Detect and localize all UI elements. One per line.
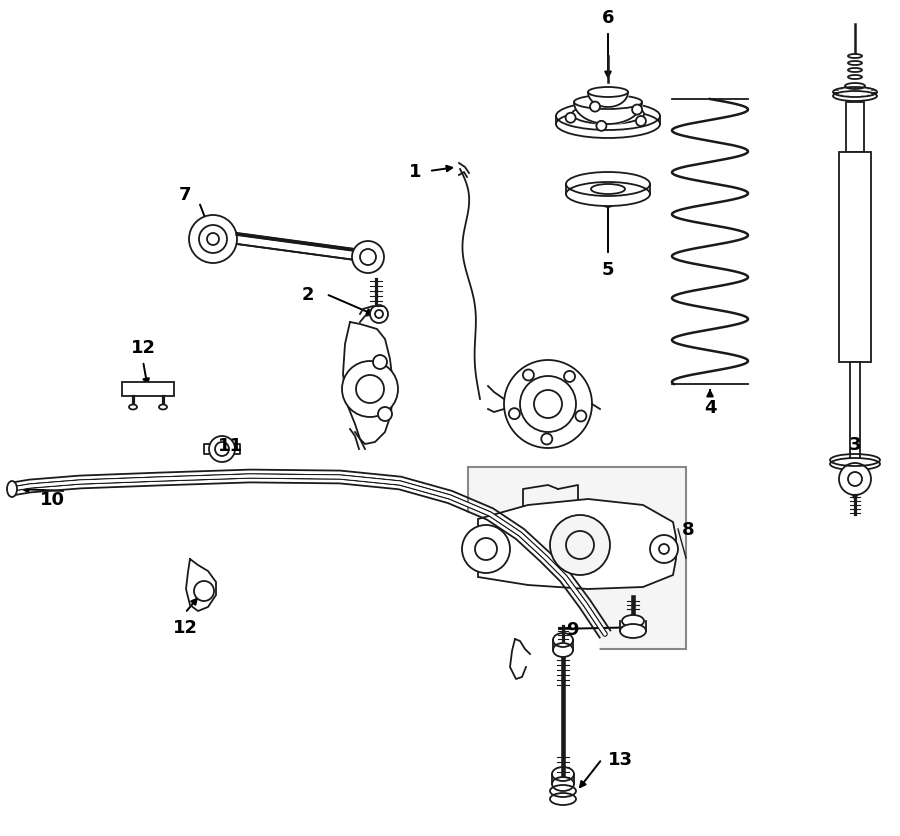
Text: 3: 3 [849, 436, 861, 453]
Ellipse shape [848, 62, 862, 66]
Circle shape [550, 515, 610, 575]
Ellipse shape [848, 69, 862, 73]
Circle shape [352, 242, 384, 273]
Circle shape [462, 525, 510, 573]
Ellipse shape [566, 183, 650, 206]
Circle shape [565, 114, 576, 124]
Ellipse shape [209, 436, 235, 462]
Circle shape [370, 306, 388, 324]
Text: 6: 6 [602, 9, 614, 27]
Bar [839, 153, 871, 363]
Bar [468, 467, 686, 650]
Ellipse shape [553, 643, 573, 657]
Ellipse shape [622, 615, 644, 627]
Bar [850, 363, 860, 462]
Ellipse shape [833, 92, 877, 102]
Ellipse shape [159, 405, 167, 410]
Ellipse shape [572, 104, 644, 125]
Circle shape [636, 117, 646, 127]
Text: 12: 12 [130, 339, 156, 357]
Circle shape [189, 216, 237, 263]
Ellipse shape [620, 624, 646, 638]
Polygon shape [478, 499, 676, 589]
Circle shape [523, 370, 534, 381]
Text: 7: 7 [179, 186, 192, 204]
Circle shape [564, 371, 575, 382]
Circle shape [597, 122, 607, 132]
Circle shape [378, 407, 392, 421]
Circle shape [194, 581, 214, 601]
Ellipse shape [215, 442, 229, 456]
Ellipse shape [550, 793, 576, 805]
Ellipse shape [848, 76, 862, 80]
Text: 2: 2 [302, 286, 314, 303]
Text: 12: 12 [173, 619, 197, 636]
Text: 5: 5 [602, 261, 614, 278]
Circle shape [575, 411, 587, 422]
Ellipse shape [591, 185, 625, 195]
Ellipse shape [845, 84, 865, 90]
Circle shape [373, 355, 387, 370]
Circle shape [508, 409, 520, 420]
Text: 11: 11 [218, 436, 242, 455]
Circle shape [839, 463, 871, 496]
Circle shape [342, 361, 398, 417]
Ellipse shape [129, 405, 137, 410]
Circle shape [590, 103, 600, 113]
Text: 1: 1 [409, 163, 421, 181]
Text: 4: 4 [704, 399, 716, 416]
Text: 13: 13 [608, 750, 633, 768]
Bar [846, 103, 864, 153]
Circle shape [650, 535, 678, 563]
Text: 9: 9 [566, 620, 578, 638]
Circle shape [504, 360, 592, 448]
Ellipse shape [552, 777, 574, 791]
Ellipse shape [7, 482, 17, 497]
Ellipse shape [556, 111, 660, 139]
Circle shape [541, 434, 553, 445]
Text: 8: 8 [681, 520, 694, 538]
Ellipse shape [848, 55, 862, 59]
Ellipse shape [830, 458, 880, 471]
Circle shape [632, 105, 642, 115]
Text: 10: 10 [40, 491, 65, 508]
Bar [122, 383, 174, 396]
